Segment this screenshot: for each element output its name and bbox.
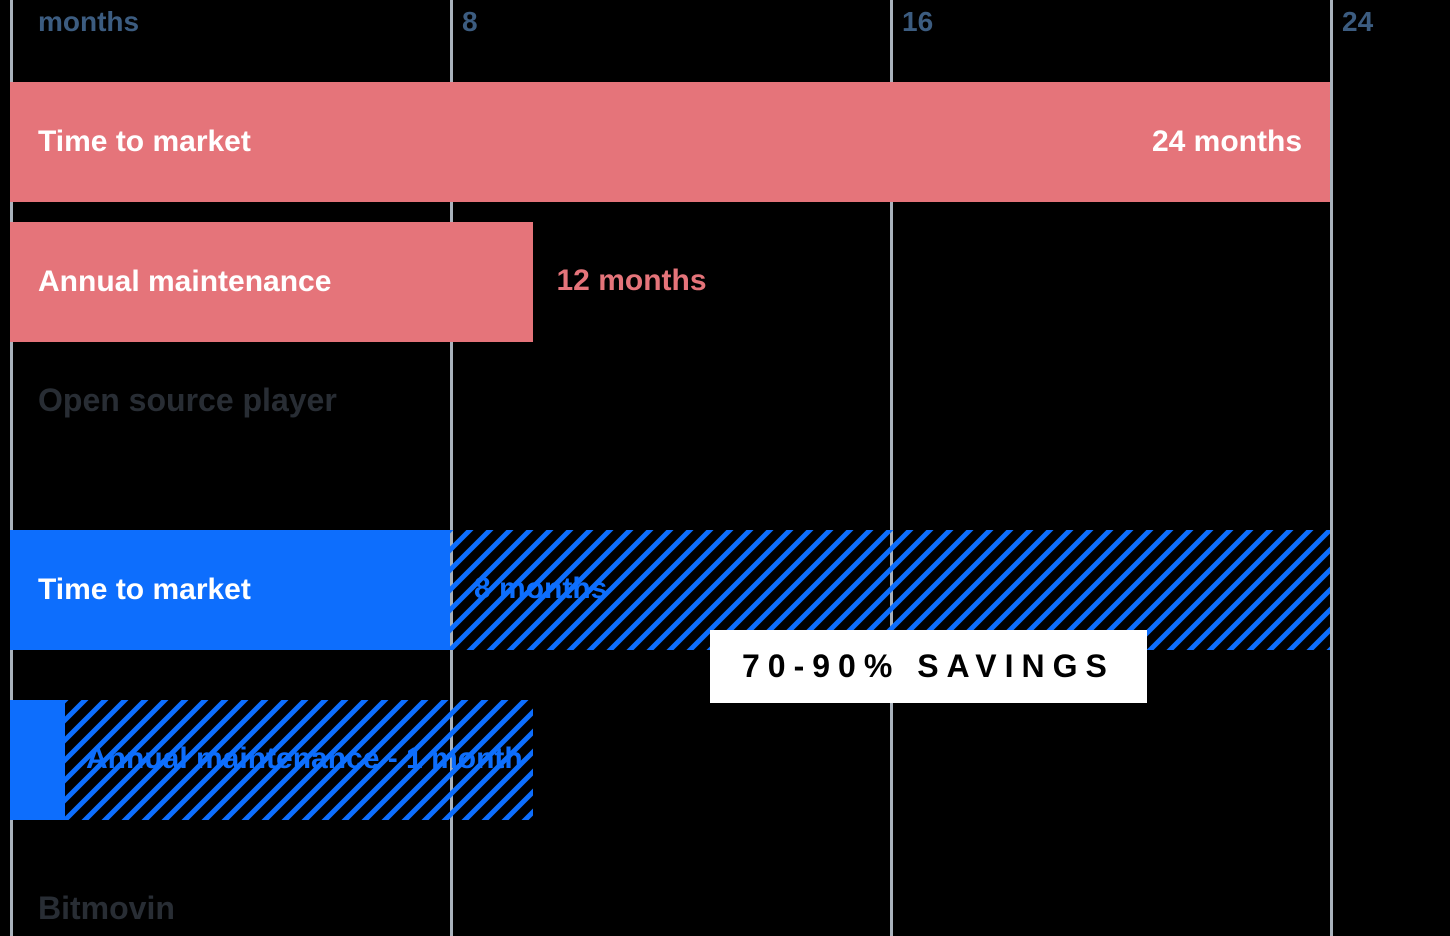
axis-tick-label: 8 — [462, 6, 478, 38]
bar-osp-ttm: Time to market 24 months — [10, 82, 1330, 202]
comparison-bar-chart: months 8 16 24 Time to market 24 months Annu… — [10, 0, 1440, 936]
bar-value: 12 months — [557, 264, 707, 298]
bar-osp-maint: Annual maintenance — [10, 222, 533, 342]
bar-value: 24 months — [1152, 125, 1302, 159]
group-caption: Bitmovin — [38, 890, 175, 927]
bar-label: Time to market — [10, 573, 251, 607]
savings-callout: 70-90% SAVINGS — [710, 630, 1147, 703]
gridline — [1330, 0, 1333, 936]
bar-value: 8 months — [474, 572, 607, 606]
group-caption: Open source player — [38, 382, 337, 419]
axis-tick-label: 16 — [902, 6, 933, 38]
bar-value: Annual maintenance - 1 month — [86, 742, 523, 776]
bar-bm-ttm: Time to market — [10, 530, 450, 650]
axis-tick-label: 24 — [1342, 6, 1373, 38]
axis-unit-label: months — [38, 6, 139, 38]
bar-label: Time to market — [10, 125, 251, 159]
bar-label: Annual maintenance — [10, 265, 331, 299]
bar-bm-maint — [10, 700, 65, 820]
